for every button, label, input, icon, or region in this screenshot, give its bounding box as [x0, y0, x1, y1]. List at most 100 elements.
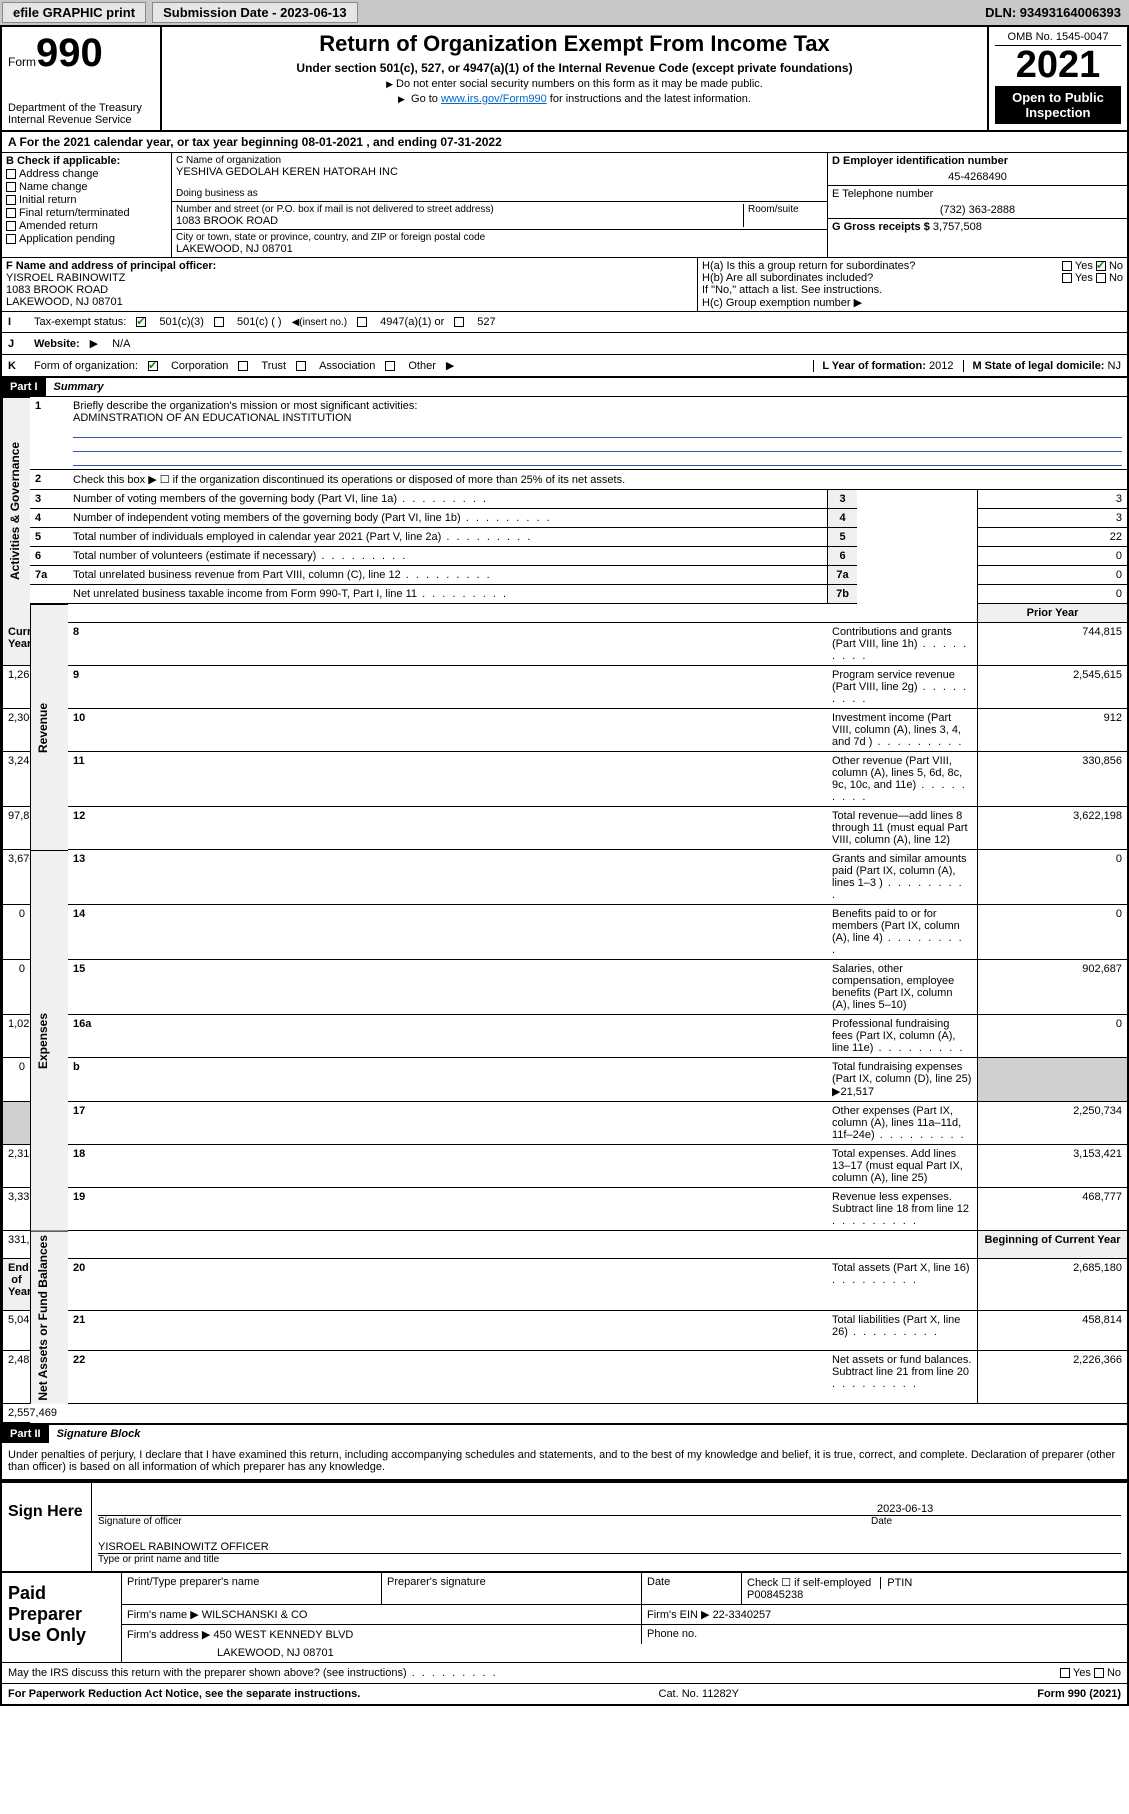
submission-date-button[interactable]: Submission Date - 2023-06-13	[152, 2, 358, 23]
side-revenue: Revenue	[30, 604, 68, 850]
chk-501c3[interactable]	[136, 317, 146, 327]
chk-address-change[interactable]: Address change	[6, 168, 167, 180]
r14-desc: Benefits paid to or for members (Part IX…	[827, 905, 977, 960]
part-i-title: Summary	[46, 378, 112, 396]
city-box: City or town, state or province, country…	[172, 230, 827, 257]
blank	[827, 604, 977, 623]
r21-num: 21	[68, 1311, 827, 1351]
d-label: D Employer identification number	[832, 155, 1123, 167]
firm-name-row: Firm's name ▶ WILSCHANSKI & CO	[122, 1605, 642, 1625]
mission-line	[73, 424, 1122, 438]
f-label: F Name and address of principal officer:	[6, 260, 216, 272]
hdr-current: Current Year	[2, 623, 30, 666]
dept-treasury: Department of the Treasury	[8, 102, 154, 114]
r10-p: 912	[977, 709, 1127, 752]
r6-val: 0	[977, 547, 1127, 566]
paid-h4: Check ☐ if self-employed PTIN P00845238	[742, 1573, 1127, 1605]
no1: No	[1109, 260, 1123, 272]
hb-yes-chk[interactable]	[1062, 273, 1072, 283]
chk-assoc[interactable]	[296, 361, 306, 371]
ha-label: H(a) Is this a group return for subordin…	[702, 260, 915, 272]
r3-desc: Number of voting members of the governin…	[68, 490, 827, 509]
sig-officer-label: Signature of officer	[98, 1516, 871, 1527]
row-klm: K Form of organization: Corporation Trus…	[2, 355, 1127, 378]
r14-p: 0	[977, 905, 1127, 960]
chk-initial[interactable]: Initial return	[6, 194, 167, 206]
blank	[827, 1231, 977, 1259]
r21-desc: Total liabilities (Part X, line 26)	[827, 1311, 977, 1351]
sig-date-slot: 2023-06-13	[871, 1503, 1121, 1515]
r18-c: 3,339,049	[2, 1188, 30, 1231]
room-label: Room/suite	[748, 204, 823, 215]
l-label: L Year of formation:	[822, 360, 926, 372]
summary-table: Activities & Governance 1 Briefly descri…	[2, 397, 1127, 1423]
form-header: Form990 Department of the Treasury Inter…	[2, 27, 1127, 132]
r7a-val: 0	[977, 566, 1127, 585]
chk-trust[interactable]	[238, 361, 248, 371]
sig-officer-slot	[98, 1503, 871, 1515]
r12-p: 3,622,198	[977, 807, 1127, 850]
discuss-no-chk[interactable]	[1094, 1668, 1104, 1678]
efile-button[interactable]: efile GRAPHIC print	[2, 2, 146, 23]
mission-line	[73, 452, 1122, 466]
top-toolbar: efile GRAPHIC print Submission Date - 20…	[0, 0, 1129, 25]
paid-h2: Preparer's signature	[382, 1573, 642, 1605]
r4-desc: Number of independent voting members of …	[68, 509, 827, 528]
r7a-box: 7a	[827, 566, 857, 585]
phone-row: Phone no.	[642, 1625, 1127, 1644]
q1-text: Briefly describe the organization's miss…	[73, 400, 417, 412]
chk-amended[interactable]: Amended return	[6, 220, 167, 232]
r12-desc: Total revenue—add lines 8 through 11 (mu…	[827, 807, 977, 850]
subtitle-1: Under section 501(c), 527, or 4947(a)(1)…	[168, 61, 981, 75]
e-phone-box: E Telephone number (732) 363-2888	[828, 186, 1127, 219]
discuss-yes-chk[interactable]	[1060, 1668, 1070, 1678]
r3-box: 3	[827, 490, 857, 509]
r17-num: 17	[68, 1102, 827, 1145]
chk-other[interactable]	[385, 361, 395, 371]
r22-c: 2,557,469	[2, 1404, 30, 1423]
j-label: Website:	[34, 338, 80, 350]
chk-4947[interactable]	[357, 317, 367, 327]
r8-num: 8	[68, 623, 827, 666]
r13-desc: Grants and similar amounts paid (Part IX…	[827, 850, 977, 905]
r10-desc: Investment income (Part VIII, column (A)…	[827, 709, 977, 752]
r18-num: 18	[68, 1145, 827, 1188]
chk-name-change[interactable]: Name change	[6, 181, 167, 193]
opt-501c: 501(c) ( )	[237, 316, 282, 328]
g-label: G Gross receipts $	[832, 221, 930, 233]
chk-corp[interactable]	[148, 361, 158, 371]
m-label: M State of legal domicile:	[972, 360, 1104, 372]
section-fh: F Name and address of principal officer:…	[2, 258, 1127, 312]
row-i-tax-status: I Tax-exempt status: 501(c)(3) 501(c) ( …	[2, 312, 1127, 333]
city-value: LAKEWOOD, NJ 08701	[176, 243, 823, 255]
yes3: Yes	[1073, 1667, 1091, 1679]
irs-label: Internal Revenue Service	[8, 114, 154, 126]
part-i-header-row: Part I Summary	[2, 378, 1127, 397]
hb-no-chk[interactable]	[1096, 273, 1106, 283]
opt-amended: Amended return	[19, 220, 98, 232]
r6-desc: Total number of volunteers (estimate if …	[68, 547, 827, 566]
r12-num: 12	[68, 807, 827, 850]
chk-501c[interactable]	[214, 317, 224, 327]
r11-desc: Other revenue (Part VIII, column (A), li…	[827, 752, 977, 807]
open-inspection: Open to Public Inspection	[995, 86, 1121, 124]
goto-post: for instructions and the latest informat…	[547, 93, 751, 105]
hb-row: H(b) Are all subordinates included? Yes …	[702, 272, 1123, 284]
chk-527[interactable]	[454, 317, 464, 327]
insert-no: ◀(insert no.)	[292, 317, 348, 328]
irs-link[interactable]: www.irs.gov/Form990	[441, 93, 547, 105]
r20-num: 20	[68, 1259, 827, 1311]
r7a-num: 7a	[30, 566, 68, 585]
chk-pending[interactable]: Application pending	[6, 233, 167, 245]
r9-p: 2,545,615	[977, 666, 1127, 709]
self-emp-chk[interactable]: Check ☐ if self-employed	[747, 1577, 871, 1589]
r20-p: 2,685,180	[977, 1259, 1127, 1311]
m-value: NJ	[1108, 360, 1121, 372]
ha-no-chk[interactable]	[1096, 261, 1106, 271]
ha-yes-chk[interactable]	[1062, 261, 1072, 271]
i-label: Tax-exempt status:	[34, 316, 126, 328]
r16a-desc: Professional fundraising fees (Part IX, …	[827, 1015, 977, 1058]
chk-final[interactable]: Final return/terminated	[6, 207, 167, 219]
side-expenses: Expenses	[30, 850, 68, 1231]
r5-box: 5	[827, 528, 857, 547]
